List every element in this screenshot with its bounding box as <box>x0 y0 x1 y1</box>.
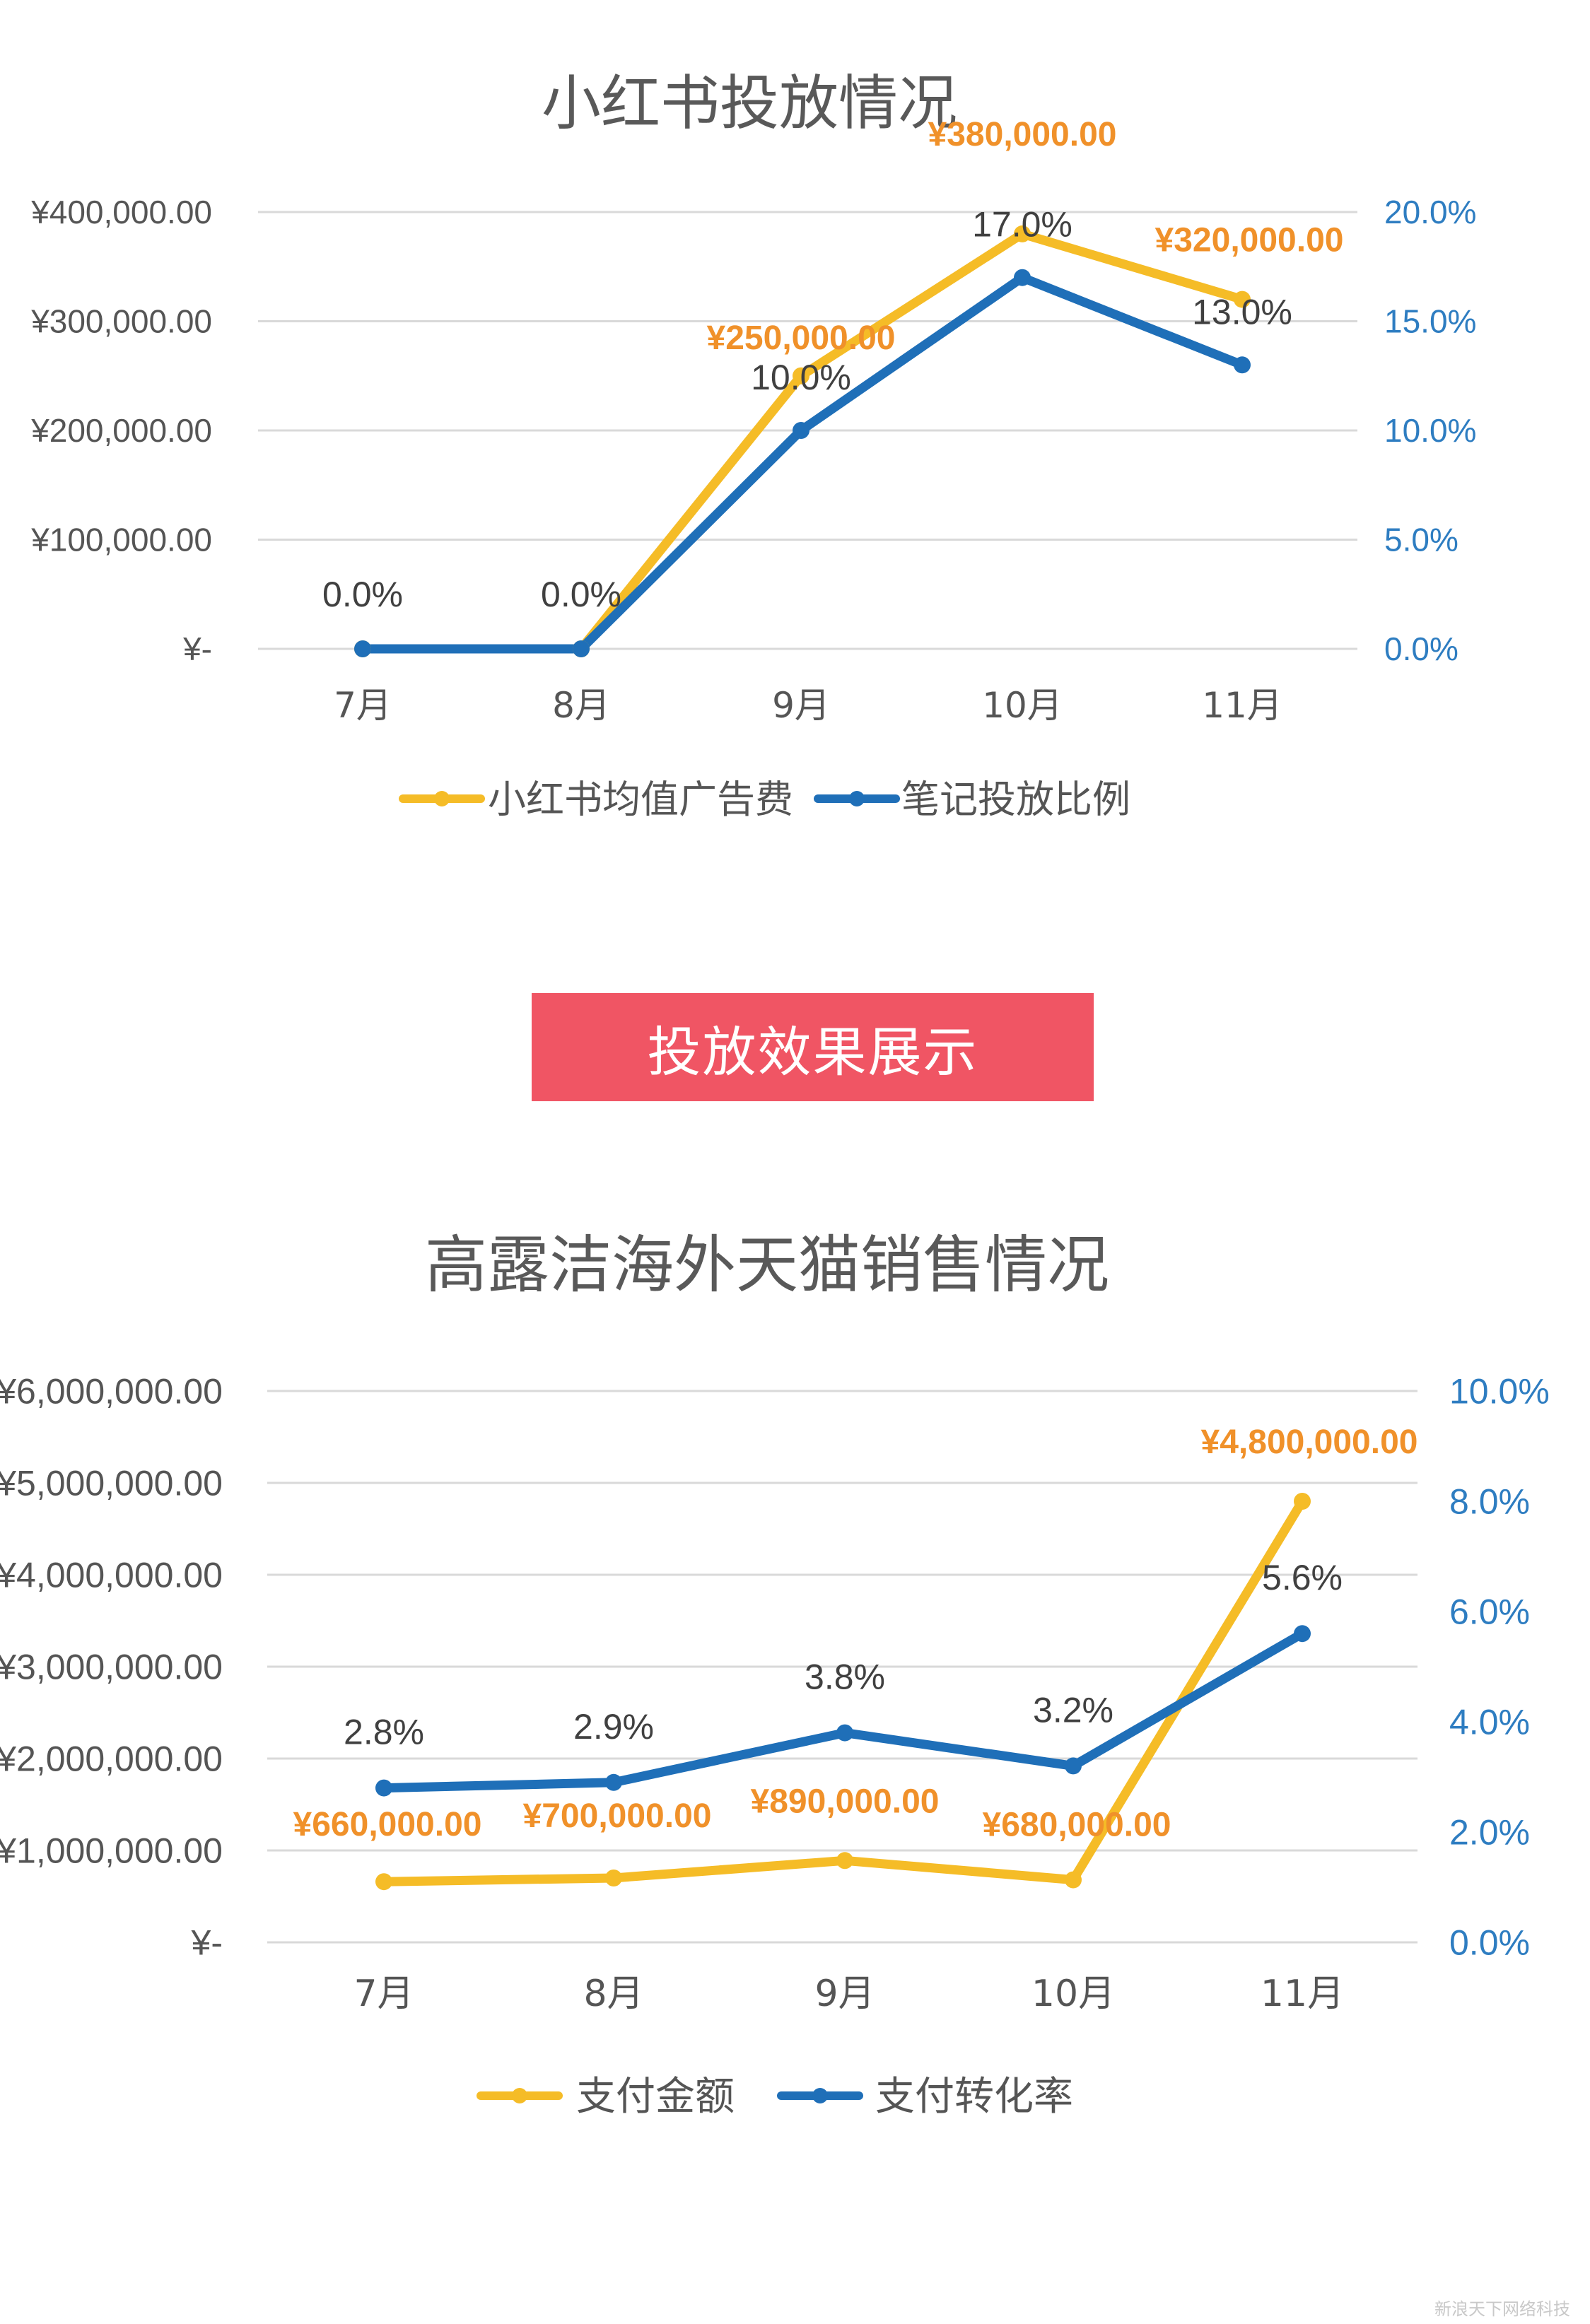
legend-swatch-marker <box>434 791 450 806</box>
legend-swatch-marker <box>812 2088 828 2103</box>
y-left-tick-label: ¥4,000,000.00 <box>0 1556 223 1595</box>
x-tick-label: 7月 <box>353 1973 414 2015</box>
data-label: ¥380,000.00 <box>928 116 1117 153</box>
series-marker-1 <box>1234 290 1251 308</box>
y-right-tick-label: 5.0% <box>1384 522 1459 558</box>
y-left-tick-label: ¥- <box>182 630 212 667</box>
series-marker-2 <box>605 1773 622 1791</box>
chart-title: 高露洁海外天猫销售情况 <box>425 1228 1109 1301</box>
x-tick-label: 7月 <box>334 685 392 726</box>
series-marker-2 <box>1065 1757 1082 1775</box>
data-label: ¥660,000.00 <box>293 1806 482 1843</box>
series-marker-2 <box>573 640 590 657</box>
series-marker-2 <box>793 422 809 439</box>
data-label: 10.0% <box>751 358 851 397</box>
x-tick-label: 8月 <box>583 1973 643 2015</box>
data-label: 5.6% <box>1262 1558 1343 1597</box>
x-tick-label: 9月 <box>772 685 830 726</box>
legend-swatch-marker <box>512 2088 527 2103</box>
y-left-tick-label: ¥2,000,000.00 <box>0 1739 223 1779</box>
legend-label: 支付转化率 <box>875 2074 1073 2120</box>
data-label: ¥320,000.00 <box>1155 222 1344 259</box>
watermark: 新浪天下网络科技 <box>1434 2299 1570 2319</box>
y-left-tick-label: ¥200,000.00 <box>30 412 212 449</box>
y-left-tick-label: ¥3,000,000.00 <box>0 1648 223 1687</box>
results-banner: 投放效果展示 <box>532 993 1094 1101</box>
series-marker-2 <box>1294 1625 1311 1643</box>
y-left-tick-label: ¥100,000.00 <box>30 522 212 558</box>
y-left-tick-label: ¥- <box>191 1923 223 1963</box>
y-right-tick-label: 10.0% <box>1384 412 1476 449</box>
data-label: 0.0% <box>322 575 403 614</box>
series-marker-1 <box>1014 225 1031 242</box>
series-marker-1 <box>793 367 809 385</box>
x-tick-label: 8月 <box>552 685 610 726</box>
y-left-tick-label: ¥6,000,000.00 <box>0 1372 223 1412</box>
series-line-1 <box>358 229 1247 654</box>
x-tick-label: 11月 <box>1261 1973 1344 2015</box>
y-right-tick-label: 0.0% <box>1449 1923 1530 1963</box>
series-marker-1 <box>605 1870 622 1886</box>
data-label: ¥250,000.00 <box>707 319 896 357</box>
y-right-tick-label: 8.0% <box>1449 1482 1530 1522</box>
legend-label: 笔记投放比例 <box>901 777 1130 821</box>
chart-colgate-tmall: 高露洁海外天猫销售情况 ¥- ¥1,000,000.00 ¥2,000,000.00 ¥… <box>0 1228 1550 2120</box>
x-tick-label: 11月 <box>1202 685 1282 726</box>
y-right-tick-label: 0.0% <box>1384 630 1459 667</box>
y-left-tick-label: ¥300,000.00 <box>30 303 212 340</box>
y-right-tick-label: 20.0% <box>1384 194 1476 230</box>
data-label: ¥4,800,000.00 <box>1201 1424 1418 1461</box>
y-left-tick-label: ¥5,000,000.00 <box>0 1464 223 1503</box>
y-right-tick-label: 10.0% <box>1449 1372 1550 1412</box>
y-right-tick-label: 15.0% <box>1384 303 1476 340</box>
x-tick-label: 9月 <box>814 1973 875 2015</box>
data-label: ¥700,000.00 <box>523 1797 712 1835</box>
data-label: 17.0% <box>972 205 1072 245</box>
banner-label: 投放效果展示 <box>647 1020 978 1084</box>
data-label: 2.8% <box>344 1713 424 1752</box>
series-marker-1 <box>375 1873 392 1891</box>
series-marker-2 <box>1014 269 1031 286</box>
data-label: 2.9% <box>573 1707 654 1747</box>
data-label: 3.2% <box>1033 1690 1113 1730</box>
y-right-tick-label: 2.0% <box>1449 1813 1530 1853</box>
data-label: 0.0% <box>541 575 621 614</box>
data-label: 13.0% <box>1192 292 1292 331</box>
series-marker-1 <box>836 1852 853 1870</box>
y-left-tick-label: ¥1,000,000.00 <box>0 1831 223 1871</box>
chart-title: 小红书投放情况 <box>542 69 957 138</box>
chart-xiaohongshu: 小红书投放情况 ¥- ¥100,000.00 ¥200,000.00 ¥300,000.… <box>30 69 1476 821</box>
x-tick-label: 10月 <box>982 685 1063 726</box>
data-label: ¥680,000.00 <box>983 1807 1171 1844</box>
series-marker-2 <box>354 640 371 657</box>
series-marker-2 <box>1234 356 1251 374</box>
series-marker-1 <box>1294 1493 1311 1510</box>
data-label: 3.8% <box>805 1657 885 1697</box>
y-right-tick-label: 6.0% <box>1449 1592 1530 1632</box>
series-marker-2 <box>375 1779 392 1797</box>
data-label: ¥890,000.00 <box>751 1783 940 1820</box>
y-right-tick-label: 4.0% <box>1449 1703 1530 1742</box>
legend-label: 支付金额 <box>576 2074 735 2120</box>
x-tick-label: 10月 <box>1031 1973 1115 2015</box>
series-marker-2 <box>836 1724 853 1742</box>
y-left-tick-label: ¥400,000.00 <box>30 194 212 230</box>
series-marker-1 <box>1065 1871 1082 1889</box>
legend-label: 小红书均值广告费 <box>488 777 793 821</box>
legend-swatch-marker <box>849 791 865 806</box>
